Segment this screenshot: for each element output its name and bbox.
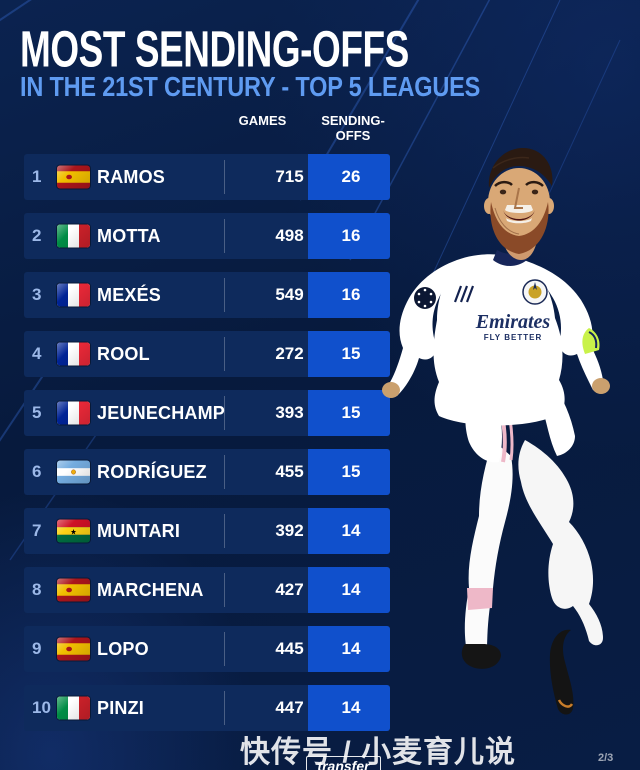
svg-text:FLY BETTER: FLY BETTER xyxy=(484,333,542,342)
svg-text:Emirates: Emirates xyxy=(475,311,551,333)
